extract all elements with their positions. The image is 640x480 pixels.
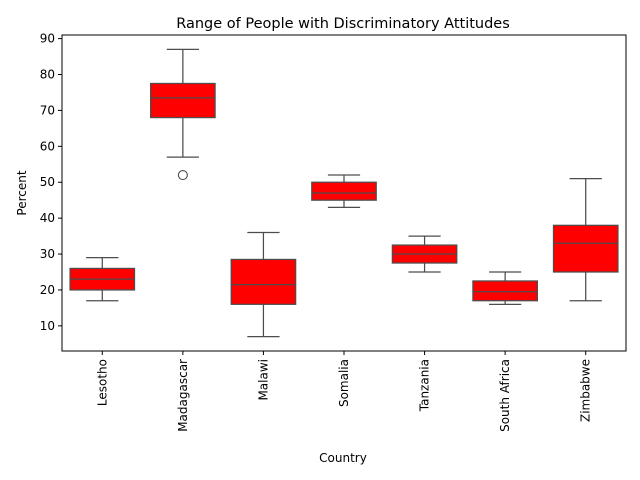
box-iqr <box>311 181 377 201</box>
y-tick-label: 20 <box>40 283 55 297</box>
x-tick-label: Madagascar <box>176 359 190 432</box>
x-tick-label: Tanzania <box>418 359 432 412</box>
x-axis-title: Country <box>319 451 367 465</box>
y-tick-label: 90 <box>40 32 55 46</box>
box-group <box>150 48 216 181</box>
x-tick-label: Malawi <box>256 359 270 401</box>
x-tick-label: Somalia <box>337 359 351 407</box>
box-iqr <box>150 82 216 119</box>
x-tick-label: Lesotho <box>95 359 109 406</box>
y-tick-label: 10 <box>40 319 55 333</box>
box-group <box>311 174 377 208</box>
box-group <box>391 235 458 273</box>
x-tick-label: Zimbabwe <box>579 359 593 422</box>
y-tick-label: 80 <box>40 68 55 82</box>
box-group <box>69 257 136 302</box>
y-tick-label: 60 <box>40 139 55 153</box>
box-iqr <box>230 258 297 305</box>
box-iqr <box>472 280 538 302</box>
y-tick-label: 40 <box>40 211 55 225</box>
y-tick-label: 50 <box>40 175 55 189</box>
plot-area <box>69 48 619 338</box>
box-group <box>472 271 538 305</box>
x-tick-label: South Africa <box>498 359 512 432</box>
y-tick-label: 70 <box>40 103 55 117</box>
box-group <box>552 178 619 302</box>
box-group <box>230 231 297 338</box>
chart-title: Range of People with Discriminatory Atti… <box>176 16 510 32</box>
y-axis: 10 20 30 40 50 60 70 80 90 <box>40 32 62 333</box>
x-axis: Lesotho Madagascar Malawi Somalia Tanzania So… <box>95 351 593 432</box>
outlier-point <box>177 169 188 181</box>
y-tick-label: 30 <box>40 247 55 261</box>
box-iqr <box>552 224 619 273</box>
y-axis-title: Percent <box>15 170 29 215</box>
